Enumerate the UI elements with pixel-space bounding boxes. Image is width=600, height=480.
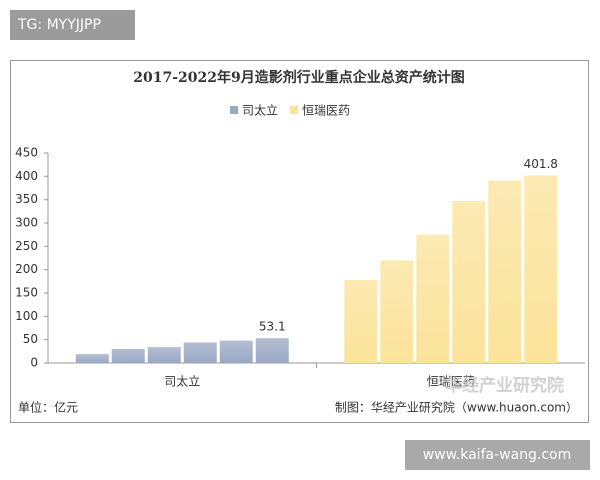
bar bbox=[255, 338, 289, 363]
value-label: 53.1 bbox=[259, 320, 286, 334]
watermark: 华经产业研究院 bbox=[445, 375, 564, 396]
bar bbox=[452, 201, 486, 363]
y-tick-label: 100 bbox=[15, 309, 38, 323]
legend-label: 恒瑞医药 bbox=[302, 104, 350, 118]
bar bbox=[147, 347, 181, 363]
y-tick-label: 400 bbox=[15, 169, 38, 183]
legend-swatch bbox=[230, 106, 238, 114]
x-tick-label: 司太立 bbox=[164, 374, 200, 389]
source-label: 制图：华经产业研究院（www.huaon.com） bbox=[335, 400, 578, 415]
y-tick-label: 250 bbox=[15, 239, 38, 253]
site-box bbox=[405, 440, 590, 470]
value-label: 401.8 bbox=[524, 157, 558, 171]
y-tick-label: 450 bbox=[15, 146, 38, 160]
tag-box bbox=[10, 10, 135, 40]
bar bbox=[219, 340, 253, 363]
unit-label: 单位：亿元 bbox=[18, 400, 78, 415]
bar bbox=[344, 279, 378, 363]
x-tick-label: 恒瑞医药 bbox=[427, 375, 475, 389]
bar bbox=[111, 349, 145, 363]
y-tick-label: 200 bbox=[15, 262, 38, 276]
bar bbox=[380, 260, 414, 363]
y-tick-label: 150 bbox=[15, 286, 38, 300]
legend-swatch bbox=[290, 106, 299, 114]
chart-title: 2017-2022年9月造影剂行业重点企业总资产统计图 bbox=[133, 69, 464, 86]
y-tick-label: 350 bbox=[15, 192, 38, 206]
y-tick-label: 300 bbox=[15, 216, 38, 230]
bar bbox=[488, 180, 522, 363]
bar bbox=[183, 342, 217, 363]
site-text: www.kaifa-wang.com bbox=[423, 447, 572, 463]
y-tick-label: 50 bbox=[23, 332, 38, 346]
y-tick-label: 0 bbox=[30, 356, 38, 370]
legend-label: 司太立 bbox=[242, 103, 278, 118]
bar bbox=[416, 234, 450, 363]
bar bbox=[75, 354, 109, 363]
tag-text: TG: MYYJJPP bbox=[17, 17, 101, 33]
bar bbox=[524, 175, 558, 363]
